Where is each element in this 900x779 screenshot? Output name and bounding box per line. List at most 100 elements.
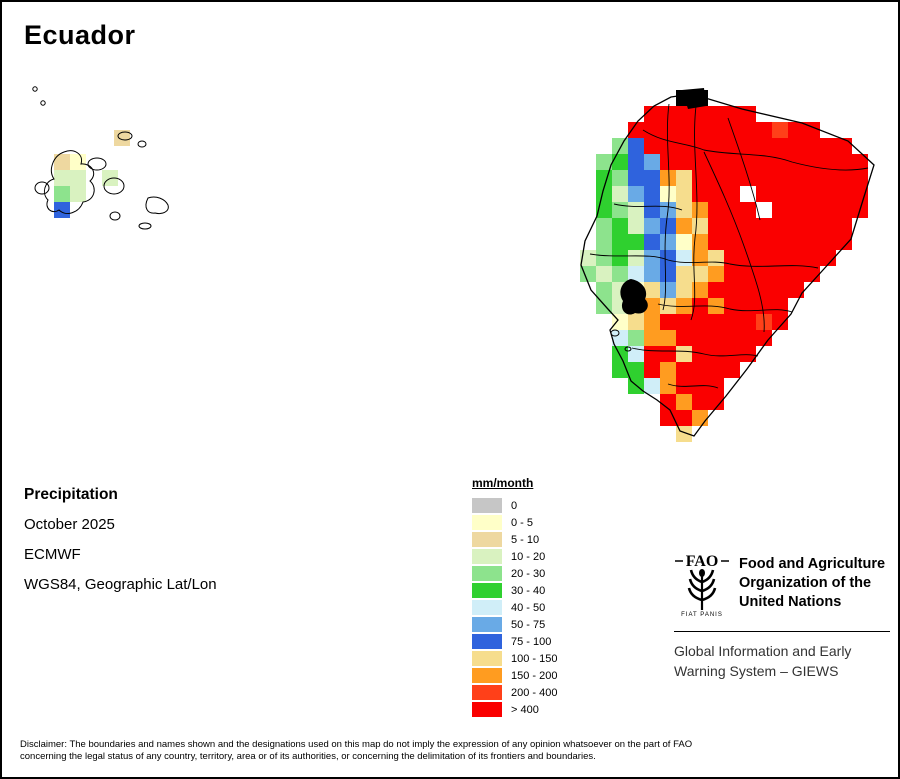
legend-swatch (472, 702, 502, 717)
precip-cell (692, 218, 708, 234)
legend-entry: 100 - 150 (472, 650, 557, 667)
precip-cell (612, 186, 628, 202)
giews-label: Global Information and Early Warning Sys… (674, 641, 890, 681)
precip-cell (628, 138, 644, 154)
precip-cell (772, 266, 788, 282)
precip-cell (836, 138, 852, 154)
precip-cell (660, 394, 676, 410)
legend-label: 100 - 150 (511, 652, 558, 665)
precip-cell (628, 346, 644, 362)
precip-cell (708, 138, 724, 154)
precip-cell (644, 330, 660, 346)
divider (674, 631, 890, 632)
precip-cell (788, 218, 804, 234)
precip-cell (660, 330, 676, 346)
precip-cell (612, 138, 628, 154)
precip-cell (756, 122, 772, 138)
fao-name-line: Food and Agriculture (739, 556, 886, 572)
precip-cell (692, 330, 708, 346)
precip-cell (660, 186, 676, 202)
legend-swatch (472, 600, 502, 615)
precip-cell (692, 122, 708, 138)
legend-entry: > 400 (472, 701, 557, 718)
precip-cell (772, 122, 788, 138)
precip-cell (676, 170, 692, 186)
precip-cell (692, 186, 708, 202)
precip-cell (54, 186, 70, 202)
precip-cell (628, 266, 644, 282)
legend-swatch (472, 549, 502, 564)
precip-cell (692, 394, 708, 410)
precip-cell (612, 250, 628, 266)
precip-cell (70, 186, 86, 202)
legend-swatch (472, 515, 502, 530)
precip-cell (612, 218, 628, 234)
precip-cell (772, 218, 788, 234)
page-title: Ecuador (24, 20, 136, 50)
precip-cell (788, 282, 804, 298)
precip-cell (596, 170, 612, 186)
galapagos-cells (54, 130, 130, 218)
precip-cell (724, 106, 740, 122)
precip-cell (788, 234, 804, 250)
precip-cell (676, 410, 692, 426)
precip-cell (724, 218, 740, 234)
precip-cell (628, 186, 644, 202)
legend-entry: 20 - 30 (472, 565, 557, 582)
precip-cell (596, 234, 612, 250)
precip-cell (692, 202, 708, 218)
precip-cell (820, 218, 836, 234)
precip-cell (804, 186, 820, 202)
precip-cell (708, 394, 724, 410)
precip-cell (820, 202, 836, 218)
precip-cell (740, 282, 756, 298)
precip-cell (676, 234, 692, 250)
precip-cell (628, 362, 644, 378)
precip-cell (708, 298, 724, 314)
legend-label: > 400 (511, 703, 539, 716)
precip-cell (692, 346, 708, 362)
precip-cell (740, 154, 756, 170)
legend-entry: 40 - 50 (472, 599, 557, 616)
projection-label: WGS84, Geographic Lat/Lon (24, 576, 217, 593)
precip-cell (612, 362, 628, 378)
precip-cell (772, 282, 788, 298)
legend-entry: 5 - 10 (472, 531, 557, 548)
precip-cell (852, 186, 868, 202)
precip-cell (724, 170, 740, 186)
precip-cell (596, 218, 612, 234)
precip-cell (596, 250, 612, 266)
precip-cell (788, 170, 804, 186)
legend-entry: 30 - 40 (472, 582, 557, 599)
precip-cell (644, 250, 660, 266)
precip-cell (644, 122, 660, 138)
fernandina-island-outline (34, 181, 50, 195)
precip-cell (740, 122, 756, 138)
precip-cell (756, 138, 772, 154)
precip-cell (820, 250, 836, 266)
precip-cell (756, 330, 772, 346)
legend-swatch (472, 566, 502, 581)
coastal-islet-outline (624, 346, 632, 352)
precip-cell (836, 202, 852, 218)
precip-cell (740, 330, 756, 346)
precip-cell (788, 186, 804, 202)
precip-cell (644, 282, 660, 298)
precip-cell (708, 186, 724, 202)
precip-cell (852, 170, 868, 186)
precip-cell (708, 234, 724, 250)
legend-swatch (472, 583, 502, 598)
precip-cell (628, 234, 644, 250)
isabela-island-outline (43, 150, 95, 214)
precip-cell (628, 202, 644, 218)
santiago-island-outline (87, 157, 107, 171)
legend: mm/month 0 0 - 5 5 - 10 10 - 20 20 - 30 30 - … (472, 476, 557, 718)
precip-cell (676, 362, 692, 378)
precip-cell (660, 170, 676, 186)
precip-cell (804, 170, 820, 186)
floreana-island-outline (109, 211, 121, 221)
precip-cell (676, 218, 692, 234)
precip-cell (724, 154, 740, 170)
precip-cell (772, 154, 788, 170)
fao-motto-text: FIAT PANIS (681, 612, 723, 618)
